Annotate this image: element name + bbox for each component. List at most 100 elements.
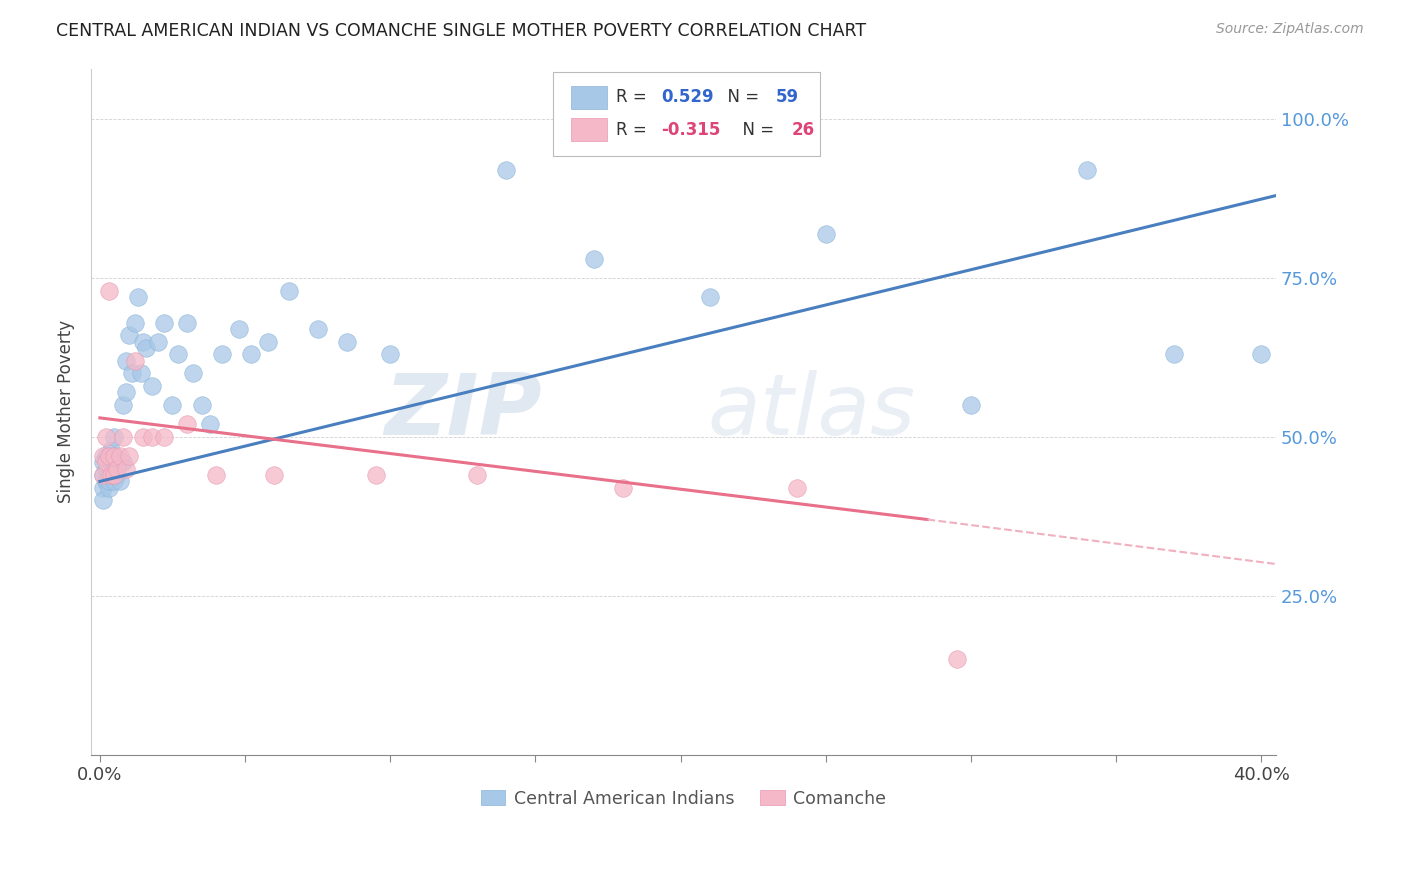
Point bbox=[380, 347, 402, 361]
Point bbox=[112, 455, 135, 469]
Point bbox=[1076, 163, 1098, 178]
Bar bbox=[571, 86, 606, 109]
Point bbox=[205, 468, 228, 483]
Point bbox=[307, 322, 329, 336]
Point bbox=[582, 252, 605, 266]
Point bbox=[121, 367, 143, 381]
Point bbox=[699, 290, 721, 304]
Point bbox=[118, 328, 141, 343]
Point bbox=[277, 284, 299, 298]
Point bbox=[176, 316, 198, 330]
Point bbox=[124, 353, 146, 368]
Point bbox=[612, 481, 634, 495]
Point bbox=[141, 379, 163, 393]
Point bbox=[97, 475, 120, 489]
Text: ZIP: ZIP bbox=[384, 370, 541, 453]
Point bbox=[364, 468, 387, 483]
Point bbox=[181, 367, 204, 381]
Text: atlas: atlas bbox=[707, 370, 915, 453]
Point bbox=[103, 468, 125, 483]
Point bbox=[162, 398, 184, 412]
Point bbox=[108, 475, 131, 489]
Point bbox=[94, 449, 117, 463]
Point bbox=[97, 449, 120, 463]
Point bbox=[467, 468, 489, 483]
Point bbox=[100, 442, 122, 457]
Point bbox=[94, 475, 117, 489]
Text: -0.315: -0.315 bbox=[661, 120, 720, 138]
Point bbox=[786, 481, 808, 495]
Point bbox=[103, 449, 125, 463]
Point bbox=[91, 468, 114, 483]
Point bbox=[146, 334, 169, 349]
Point bbox=[94, 430, 117, 444]
Text: 0.529: 0.529 bbox=[661, 88, 714, 106]
Point bbox=[200, 417, 222, 432]
Point bbox=[91, 493, 114, 508]
Point bbox=[97, 284, 120, 298]
Text: R =: R = bbox=[616, 120, 652, 138]
Point bbox=[176, 417, 198, 432]
Point bbox=[108, 449, 131, 463]
Text: Source: ZipAtlas.com: Source: ZipAtlas.com bbox=[1216, 22, 1364, 37]
Point bbox=[132, 430, 155, 444]
Point bbox=[190, 398, 212, 412]
Point bbox=[100, 455, 122, 469]
Point bbox=[91, 481, 114, 495]
Point bbox=[141, 430, 163, 444]
Y-axis label: Single Mother Poverty: Single Mother Poverty bbox=[58, 320, 75, 503]
Point bbox=[103, 449, 125, 463]
Point bbox=[97, 481, 120, 495]
FancyBboxPatch shape bbox=[553, 72, 820, 155]
Point bbox=[118, 449, 141, 463]
Bar bbox=[571, 118, 606, 141]
Point bbox=[127, 290, 149, 304]
Point bbox=[94, 455, 117, 469]
Text: R =: R = bbox=[616, 88, 652, 106]
Text: N =: N = bbox=[717, 88, 763, 106]
Point bbox=[112, 398, 135, 412]
Point bbox=[257, 334, 280, 349]
Point bbox=[97, 449, 120, 463]
Point bbox=[91, 455, 114, 469]
Point bbox=[960, 398, 983, 412]
Point bbox=[105, 455, 128, 469]
Point bbox=[115, 353, 138, 368]
Point bbox=[94, 461, 117, 475]
Point bbox=[129, 367, 152, 381]
Point bbox=[495, 163, 517, 178]
Point bbox=[108, 455, 131, 469]
Point bbox=[105, 468, 128, 483]
Point bbox=[211, 347, 233, 361]
Point bbox=[132, 334, 155, 349]
Legend: Central American Indians, Comanche: Central American Indians, Comanche bbox=[474, 782, 893, 814]
Point bbox=[103, 461, 125, 475]
Point bbox=[94, 475, 117, 489]
Point bbox=[152, 430, 174, 444]
Point bbox=[239, 347, 262, 361]
Point bbox=[100, 468, 122, 483]
Point bbox=[100, 468, 122, 483]
Point bbox=[97, 468, 120, 483]
Text: CENTRAL AMERICAN INDIAN VS COMANCHE SINGLE MOTHER POVERTY CORRELATION CHART: CENTRAL AMERICAN INDIAN VS COMANCHE SING… bbox=[56, 22, 866, 40]
Text: N =: N = bbox=[733, 120, 779, 138]
Point bbox=[124, 316, 146, 330]
Point bbox=[115, 385, 138, 400]
Point bbox=[103, 430, 125, 444]
Point bbox=[1163, 347, 1185, 361]
Point bbox=[152, 316, 174, 330]
Text: 26: 26 bbox=[792, 120, 814, 138]
Point bbox=[135, 341, 157, 355]
Point bbox=[91, 449, 114, 463]
Point bbox=[112, 430, 135, 444]
Point bbox=[228, 322, 250, 336]
Text: 59: 59 bbox=[776, 88, 799, 106]
Point bbox=[115, 461, 138, 475]
Point bbox=[814, 227, 837, 241]
Point bbox=[105, 461, 128, 475]
Point bbox=[336, 334, 359, 349]
Point bbox=[91, 468, 114, 483]
Point bbox=[263, 468, 285, 483]
Point bbox=[1250, 347, 1272, 361]
Point bbox=[103, 475, 125, 489]
